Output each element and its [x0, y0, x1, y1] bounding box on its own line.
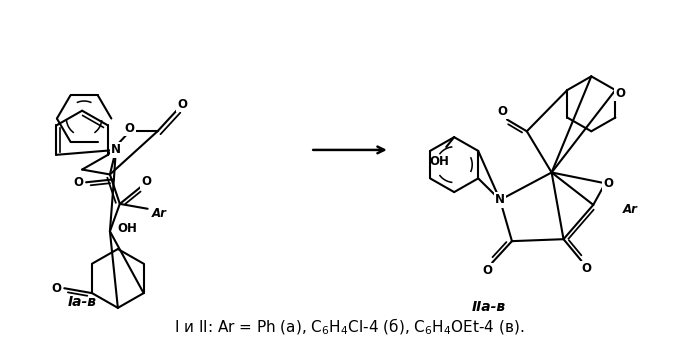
- Text: N: N: [111, 143, 121, 156]
- Text: Ar: Ar: [623, 203, 638, 216]
- Text: Iа-в: Iа-в: [67, 295, 96, 309]
- Text: IIа-в: IIа-в: [472, 300, 506, 314]
- Text: O: O: [142, 175, 151, 188]
- Text: I и II: Ar = Ph (а), C$_6$H$_4$Cl-4 (б), C$_6$H$_4$OEt-4 (в).: I и II: Ar = Ph (а), C$_6$H$_4$Cl-4 (б),…: [174, 316, 524, 337]
- Text: N: N: [495, 194, 505, 207]
- Text: OH: OH: [118, 222, 138, 235]
- Text: O: O: [73, 176, 83, 189]
- Text: OH: OH: [429, 155, 450, 168]
- Text: Ar: Ar: [151, 207, 166, 220]
- Text: O: O: [125, 122, 135, 135]
- Text: O: O: [603, 177, 613, 190]
- Text: O: O: [52, 282, 61, 295]
- Text: O: O: [482, 264, 492, 277]
- Text: O: O: [177, 98, 187, 111]
- Text: O: O: [581, 262, 591, 275]
- Text: O: O: [497, 105, 507, 118]
- Text: O: O: [616, 87, 625, 100]
